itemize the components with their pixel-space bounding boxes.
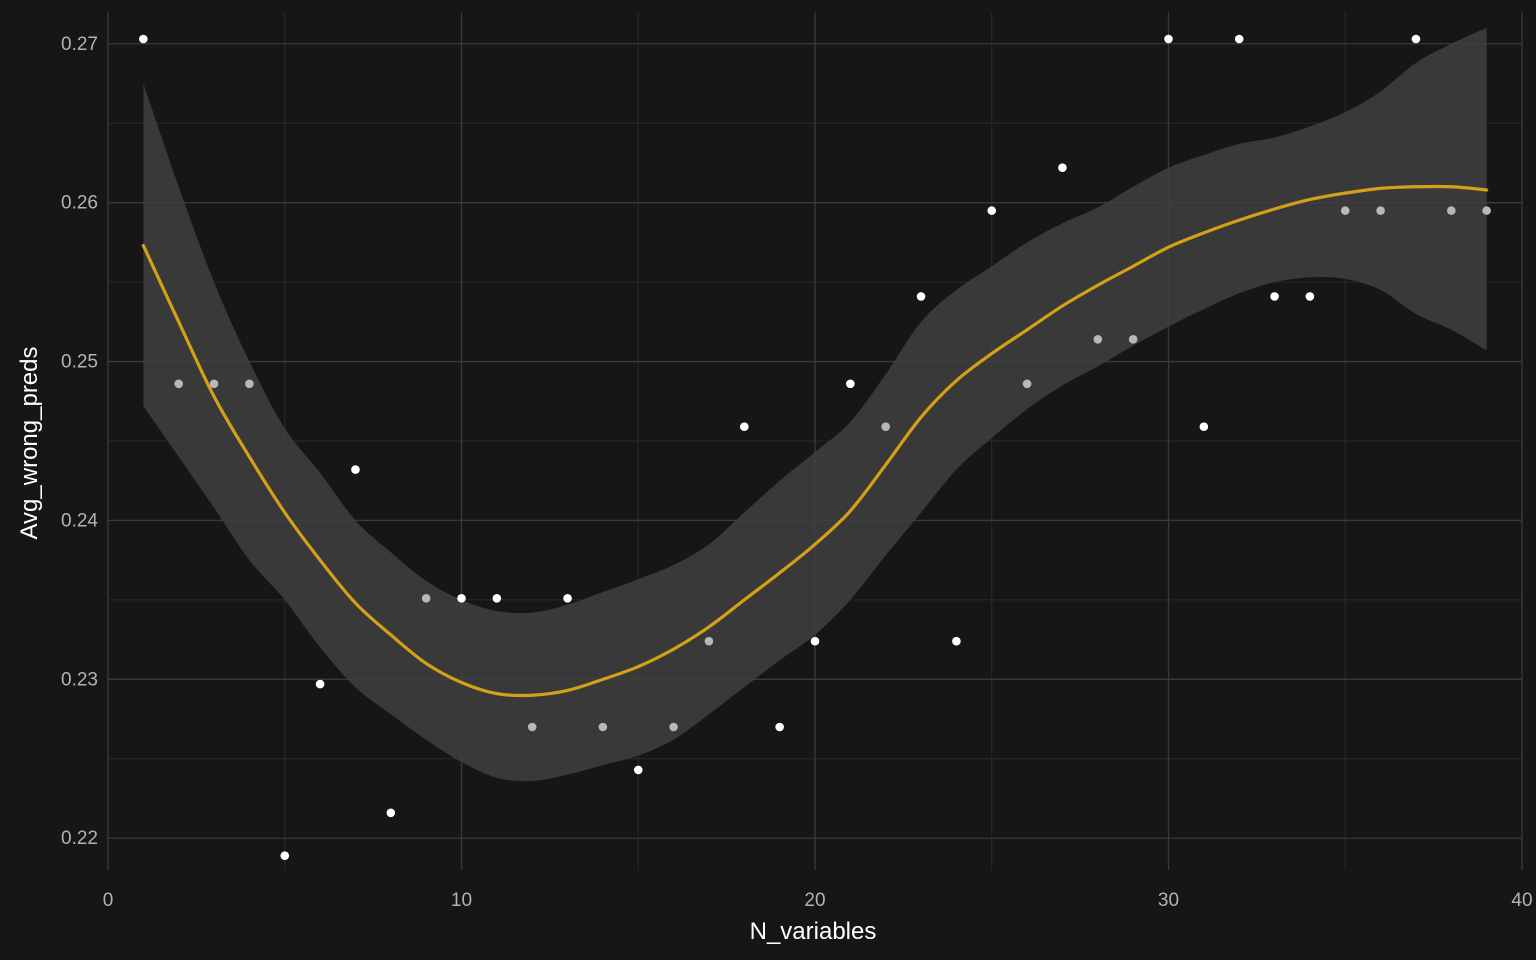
data-point bbox=[1093, 335, 1103, 344]
y-tick-label: 0.24 bbox=[61, 510, 98, 531]
data-point bbox=[598, 722, 608, 732]
data-point bbox=[987, 206, 997, 215]
data-point bbox=[1234, 34, 1244, 44]
data-point bbox=[1128, 335, 1138, 344]
confidence-band bbox=[143, 27, 1487, 782]
data-point bbox=[421, 594, 431, 603]
data-point bbox=[669, 722, 678, 732]
x-tick-label: 30 bbox=[1158, 890, 1179, 911]
data-point bbox=[245, 379, 254, 389]
data-point bbox=[881, 422, 890, 432]
y-tick-label: 0.22 bbox=[61, 828, 98, 849]
data-point bbox=[1411, 34, 1421, 44]
data-point bbox=[1164, 34, 1173, 44]
data-point bbox=[386, 808, 396, 818]
x-tick-label: 0 bbox=[103, 890, 114, 911]
data-point bbox=[1022, 379, 1032, 389]
data-point bbox=[1482, 206, 1491, 215]
confidence-band-layer bbox=[143, 27, 1487, 782]
data-point bbox=[1447, 206, 1456, 215]
data-point bbox=[704, 636, 714, 646]
data-point bbox=[1270, 292, 1279, 301]
data-point bbox=[1199, 422, 1209, 432]
data-point bbox=[1376, 206, 1385, 215]
data-point bbox=[139, 34, 148, 44]
y-tick-label: 0.25 bbox=[61, 352, 98, 373]
data-point bbox=[1340, 206, 1350, 215]
x-axis-title: N_variables bbox=[750, 918, 877, 945]
x-tick-label: 20 bbox=[804, 890, 825, 911]
data-point bbox=[916, 292, 926, 301]
y-axis-ticks: 0.22 0.23 0.24 0.25 0.26 0.27 bbox=[61, 34, 98, 849]
data-point bbox=[810, 636, 820, 646]
data-point bbox=[457, 594, 466, 603]
data-point bbox=[492, 594, 502, 603]
data-point bbox=[174, 379, 183, 389]
data-point bbox=[315, 679, 325, 689]
data-point bbox=[633, 765, 643, 775]
y-tick-label: 0.26 bbox=[61, 193, 98, 214]
data-points-layer bbox=[139, 34, 1491, 860]
smooth-line-layer bbox=[141, 184, 1489, 698]
data-point bbox=[740, 422, 749, 432]
x-tick-label: 40 bbox=[1511, 890, 1532, 911]
data-point bbox=[775, 722, 784, 732]
data-point bbox=[1058, 163, 1067, 173]
data-point bbox=[563, 594, 572, 603]
data-point bbox=[846, 379, 855, 389]
x-axis-ticks: 0 10 20 30 40 bbox=[103, 890, 1533, 911]
data-point bbox=[280, 851, 290, 860]
y-axis-title: Avg_wrong_preds bbox=[16, 346, 43, 539]
data-point bbox=[952, 636, 961, 646]
x-tick-label: 10 bbox=[451, 890, 472, 911]
data-point bbox=[527, 722, 537, 732]
data-point bbox=[209, 379, 219, 389]
smooth-fit-line bbox=[141, 184, 1489, 698]
y-tick-label: 0.23 bbox=[61, 669, 98, 690]
y-tick-label: 0.27 bbox=[61, 34, 98, 55]
data-point bbox=[1305, 292, 1315, 301]
data-point bbox=[351, 465, 360, 474]
